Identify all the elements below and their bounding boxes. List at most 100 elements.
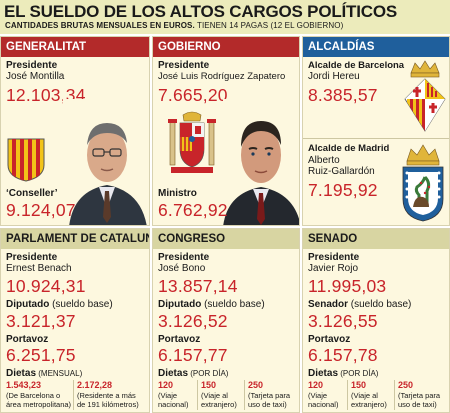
senado-dieta3-note1: (Tarjeta para bbox=[398, 391, 441, 400]
alcaldias-bcn-name: Jordi Hereu bbox=[308, 71, 360, 82]
gobierno-role-ministro: Ministro bbox=[158, 188, 197, 199]
alcaldias-mad-name1: Alberto bbox=[308, 155, 340, 166]
parlament-dieta1-value: 1.543,23 bbox=[6, 380, 42, 390]
congreso-panel: CONGRESO Presidente José Bono 13.857,14 … bbox=[152, 228, 300, 413]
page-title: EL SUELDO DE LOS ALTOS CARGOS POLÍTICOS bbox=[4, 2, 397, 21]
alcaldias-mad-value: 7.195,92 bbox=[308, 180, 378, 200]
parlament-heading: PARLAMENT DE CATALUNYA bbox=[1, 229, 149, 249]
senado-value-portavoz: 6.157,78 bbox=[308, 345, 378, 365]
parlament-role-president: Presidente bbox=[6, 252, 58, 263]
congreso-diputado-paren: (sueldo base) bbox=[201, 299, 265, 310]
parlament-diputado-paren: (sueldo base) bbox=[49, 299, 113, 310]
gobierno-role-president: Presidente bbox=[158, 60, 210, 71]
parlament-role-dietas: Dietas (MENSUAL) bbox=[6, 368, 82, 379]
senado-panel: SENADO Presidente Javier Rojo 11.995,03 … bbox=[302, 228, 450, 413]
senado-dietas-label: Dietas bbox=[308, 368, 339, 379]
parlament-value-president: 10.924,31 bbox=[6, 276, 86, 296]
barcelona-coat-of-arms-icon bbox=[404, 60, 446, 132]
senado-value-senador: 3.126,55 bbox=[308, 311, 378, 331]
congreso-dietas-label: Dietas bbox=[158, 368, 189, 379]
congreso-dietas-paren: (POR DÍA) bbox=[188, 369, 229, 378]
senado-dieta3-note2: uso de taxi) bbox=[398, 400, 437, 409]
parlament-dieta2-note2: de 191 kilómetros) bbox=[77, 400, 139, 409]
senado-role-president: Presidente bbox=[308, 252, 360, 263]
congreso-value-diputado: 3.126,52 bbox=[158, 311, 228, 331]
parlament-value-diputado: 3.121,37 bbox=[6, 311, 76, 331]
parlament-role-portavoz: Portavoz bbox=[6, 334, 49, 345]
generalitat-value-conseller: 9.124,07 bbox=[6, 200, 76, 220]
page-subtitle: CANTIDADES BRUTAS MENSUALES EN EUROS. TI… bbox=[5, 21, 343, 30]
congreso-dietas-divider-2 bbox=[244, 380, 245, 410]
parlament-diputado-label: Diputado bbox=[6, 299, 50, 310]
madrid-coat-of-arms-icon bbox=[402, 144, 444, 222]
congreso-diputado-label: Diputado bbox=[158, 299, 202, 310]
generalitat-heading: GENERALITAT bbox=[1, 37, 149, 57]
senado-dieta1-note2: nacional) bbox=[308, 400, 339, 409]
senado-dieta2-note2: extranjero) bbox=[351, 400, 387, 409]
spain-coat-of-arms-icon bbox=[168, 111, 216, 173]
parlament-dieta2-value: 2.172,28 bbox=[77, 380, 113, 390]
congreso-dieta1-value: 120 bbox=[158, 380, 174, 390]
gobierno-name-president: José Luis Rodríguez Zapatero bbox=[158, 71, 286, 82]
congreso-dieta1-note1: (Viaje bbox=[158, 391, 178, 400]
parlament-panel: PARLAMENT DE CATALUNYA Presidente Ernest… bbox=[0, 228, 150, 413]
congreso-dietas-divider-1 bbox=[197, 380, 198, 410]
senado-name-president: Javier Rojo bbox=[308, 263, 359, 274]
senado-senador-paren: (sueldo base) bbox=[348, 299, 412, 310]
congreso-dieta1-note2: nacional) bbox=[158, 400, 189, 409]
title-band: EL SUELDO DE LOS ALTOS CARGOS POLÍTICOS … bbox=[0, 0, 450, 34]
senado-heading: SENADO bbox=[303, 229, 449, 249]
senado-dieta1-note1: (Viaje bbox=[308, 391, 328, 400]
gobierno-value-president: 7.665,20 bbox=[158, 85, 228, 105]
parlament-dieta1-note2: área metropolitana) bbox=[6, 400, 72, 409]
congreso-value-president: 13.857,14 bbox=[158, 276, 238, 296]
congreso-role-portavoz: Portavoz bbox=[158, 334, 201, 345]
congreso-dieta3-value: 250 bbox=[248, 380, 264, 390]
gobierno-heading: GOBIERNO bbox=[153, 37, 299, 57]
senado-value-president: 11.995,03 bbox=[308, 276, 387, 296]
generalitat-role-conseller: ‘Conseller’ bbox=[6, 188, 58, 199]
parlament-role-diputado: Diputado (sueldo base) bbox=[6, 299, 113, 310]
congreso-value-portavoz: 6.157,77 bbox=[158, 345, 228, 365]
gobierno-value-ministro: 6.762,92 bbox=[158, 200, 228, 220]
alcaldias-heading: ALCALDÍAS bbox=[303, 37, 449, 57]
parlament-dietas-divider bbox=[73, 380, 74, 410]
senado-dietas-paren: (POR DÍA) bbox=[338, 369, 379, 378]
generalitat-role-president: Presidente bbox=[6, 60, 58, 71]
alcaldias-bcn-value: 8.385,57 bbox=[308, 85, 378, 105]
congreso-role-diputado: Diputado (sueldo base) bbox=[158, 299, 265, 310]
senado-dieta2-value: 150 bbox=[351, 380, 367, 390]
catalonia-flag-icon bbox=[7, 138, 45, 182]
senado-senador-label: Senador bbox=[308, 299, 349, 310]
congreso-heading: CONGRESO bbox=[153, 229, 299, 249]
parlament-dieta2-note1: (Residente a más bbox=[77, 391, 136, 400]
senado-dietas-divider-2 bbox=[394, 380, 395, 410]
senado-dieta3-value: 250 bbox=[398, 380, 414, 390]
portrait-photo-montilla bbox=[63, 99, 149, 225]
alcaldias-divider bbox=[303, 138, 449, 139]
senado-role-dietas: Dietas (POR DÍA) bbox=[308, 368, 378, 379]
gobierno-panel: GOBIERNO Presidente José Luis Rodríguez … bbox=[152, 36, 300, 226]
senado-dietas-divider-1 bbox=[347, 380, 348, 410]
parlament-dieta1-note1: (De Barcelona o bbox=[6, 391, 61, 400]
congreso-dieta2-note1: (Viaje al bbox=[201, 391, 228, 400]
generalitat-name-president: José Montilla bbox=[6, 71, 65, 82]
congreso-dieta2-value: 150 bbox=[201, 380, 217, 390]
alcaldias-bcn-role: Alcalde de Barcelona bbox=[308, 60, 405, 71]
subtitle-rest: TIENEN 14 PAGAS (12 EL GOBIERNO) bbox=[194, 21, 344, 30]
parlament-dietas-label: Dietas bbox=[6, 368, 37, 379]
subtitle-bold: CANTIDADES BRUTAS MENSUALES EN EUROS. bbox=[5, 21, 195, 30]
congreso-role-president: Presidente bbox=[158, 252, 210, 263]
generalitat-panel: GENERALITAT Presidente José Montilla 12.… bbox=[0, 36, 150, 226]
congreso-dieta3-note2: uso de taxi) bbox=[248, 400, 287, 409]
alcaldias-panel: ALCALDÍAS Alcalde de Barcelona Jordi Her… bbox=[302, 36, 450, 226]
senado-dieta1-value: 120 bbox=[308, 380, 324, 390]
portrait-photo-zapatero bbox=[223, 99, 299, 225]
senado-role-portavoz: Portavoz bbox=[308, 334, 351, 345]
parlament-value-portavoz: 6.251,75 bbox=[6, 345, 76, 365]
congreso-name-president: José Bono bbox=[158, 263, 206, 274]
congreso-role-dietas: Dietas (POR DÍA) bbox=[158, 368, 228, 379]
congreso-dieta2-note2: extranjero) bbox=[201, 400, 237, 409]
congreso-dieta3-note1: (Tarjeta para bbox=[248, 391, 291, 400]
senado-dieta2-note1: (Viaje al bbox=[351, 391, 378, 400]
